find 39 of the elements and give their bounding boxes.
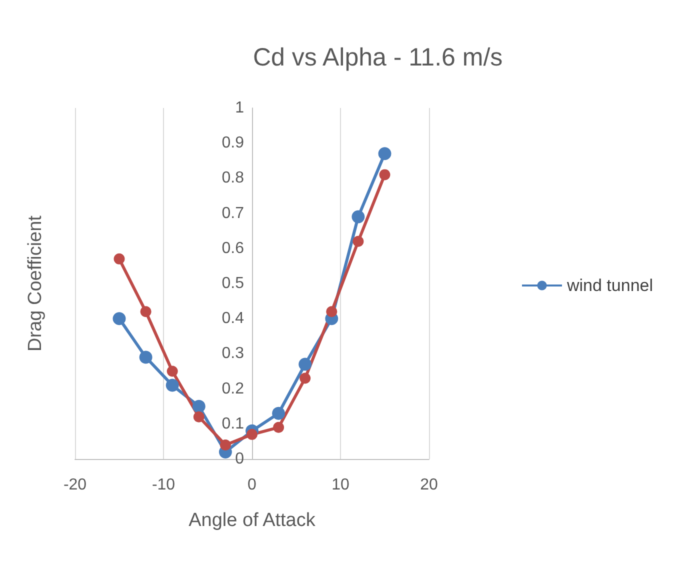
chart-title: Cd vs Alpha - 11.6 m/s <box>253 44 503 72</box>
point <box>273 422 284 433</box>
x-tick-label: 0 <box>248 476 257 494</box>
point <box>326 306 338 318</box>
point <box>166 378 179 392</box>
point <box>139 350 152 364</box>
point <box>379 169 390 180</box>
point <box>298 358 312 371</box>
y-tick-label: 0.4 <box>222 310 244 328</box>
y-tick-label: 1 <box>235 100 244 116</box>
legend-label: wind tunnel <box>566 276 654 295</box>
point <box>112 312 126 326</box>
point <box>352 210 365 224</box>
x-axis-title: Angle of Attack <box>188 510 316 531</box>
x-tick-label: 10 <box>332 476 350 494</box>
x-tick-label: -10 <box>152 476 176 494</box>
point <box>166 366 178 377</box>
y-tick-label: 0 <box>235 450 244 468</box>
x-tick-label: -20 <box>63 476 87 494</box>
point <box>220 439 231 450</box>
point <box>272 406 286 420</box>
point <box>300 372 311 384</box>
point <box>246 428 258 440</box>
point <box>378 147 392 160</box>
y-tick-label: 0.3 <box>222 345 244 362</box>
y-axis-title: Drag Coefficient <box>25 214 46 352</box>
point <box>193 411 204 422</box>
point <box>192 400 206 413</box>
y-tick-label: 0.5 <box>222 275 244 292</box>
y-tick-label: 0.6 <box>222 240 244 257</box>
y-tick-label: 0.7 <box>222 204 244 222</box>
point <box>114 253 125 264</box>
point <box>140 306 152 318</box>
x-tick-label: 20 <box>420 476 438 494</box>
y-tick-label: 0.1 <box>222 415 244 432</box>
y-tick-label: 0.9 <box>222 134 244 152</box>
point <box>352 236 364 247</box>
y-tick-label: 0.2 <box>222 380 244 398</box>
y-tick-label: 0.8 <box>222 170 244 187</box>
